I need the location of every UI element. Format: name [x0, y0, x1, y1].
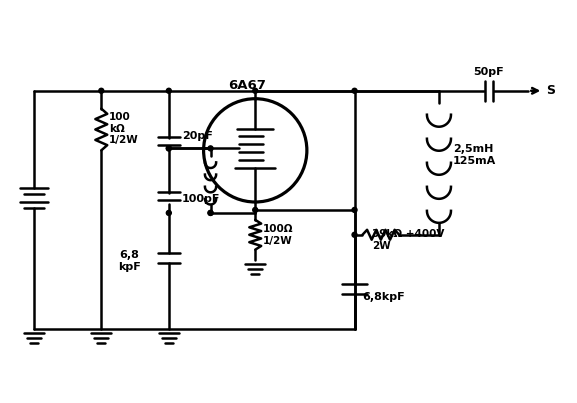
Circle shape: [166, 146, 171, 151]
Text: 6A67: 6A67: [228, 79, 266, 92]
Text: 20pF: 20pF: [182, 131, 212, 141]
Text: 50pF: 50pF: [473, 67, 504, 77]
Circle shape: [253, 208, 258, 212]
Text: 2,5mH
125mA: 2,5mH 125mA: [453, 144, 496, 166]
Circle shape: [166, 210, 171, 216]
Circle shape: [99, 88, 104, 93]
Text: 39kΩ +400V
2W: 39kΩ +400V 2W: [372, 229, 445, 251]
Text: 6,8kpF: 6,8kpF: [362, 292, 405, 302]
Circle shape: [352, 88, 357, 93]
Circle shape: [352, 208, 357, 212]
Text: 6,8
kpF: 6,8 kpF: [118, 250, 140, 272]
Circle shape: [208, 210, 213, 216]
Circle shape: [166, 88, 171, 93]
Circle shape: [352, 232, 357, 237]
Text: S: S: [546, 84, 555, 97]
Circle shape: [208, 210, 213, 216]
Circle shape: [253, 88, 258, 93]
Text: 100pF: 100pF: [182, 194, 220, 204]
Text: 100
kΩ
1/2W: 100 kΩ 1/2W: [109, 112, 139, 145]
Circle shape: [166, 146, 171, 151]
Text: 100Ω
1/2W: 100Ω 1/2W: [263, 224, 294, 245]
Circle shape: [208, 146, 213, 151]
